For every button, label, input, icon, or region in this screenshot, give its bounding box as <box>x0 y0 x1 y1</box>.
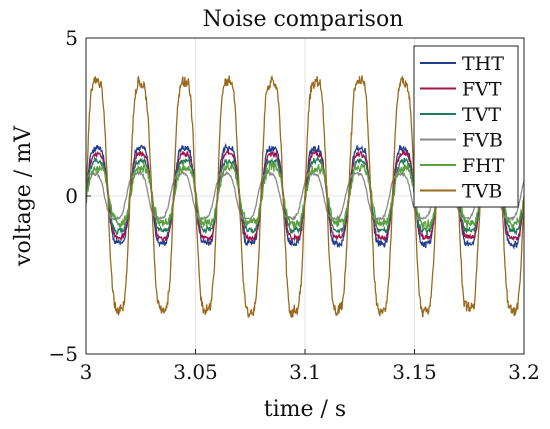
legend: THT FVT TVT FVB FHT TVB <box>413 45 519 208</box>
y-axis-ticks: −5 0 5 <box>49 26 91 366</box>
legend-label: THT <box>462 53 504 75</box>
x-tick-label: 3.15 <box>392 360 437 384</box>
legend-label: FVB <box>462 130 503 152</box>
y-tick-label: 5 <box>65 26 78 50</box>
legend-box <box>413 45 519 208</box>
y-axis-label: voltage / mV <box>11 125 36 267</box>
x-tick-label: 3 <box>80 360 93 384</box>
chart-title: Noise comparison <box>203 7 404 32</box>
x-tick-label: 3.05 <box>173 360 218 384</box>
x-axis-label: time / s <box>264 397 346 422</box>
x-tick-label: 3.1 <box>289 360 321 384</box>
legend-label: TVT <box>462 104 501 126</box>
x-tick-label: 3.2 <box>508 360 540 384</box>
y-tick-label: −5 <box>49 342 78 366</box>
x-axis-ticks: 3 3.05 3.1 3.15 3.2 <box>80 349 540 384</box>
y-tick-label: 0 <box>65 184 78 208</box>
legend-label: FHT <box>462 155 505 177</box>
legend-label: TVB <box>462 181 502 203</box>
legend-label: FVT <box>462 79 502 101</box>
